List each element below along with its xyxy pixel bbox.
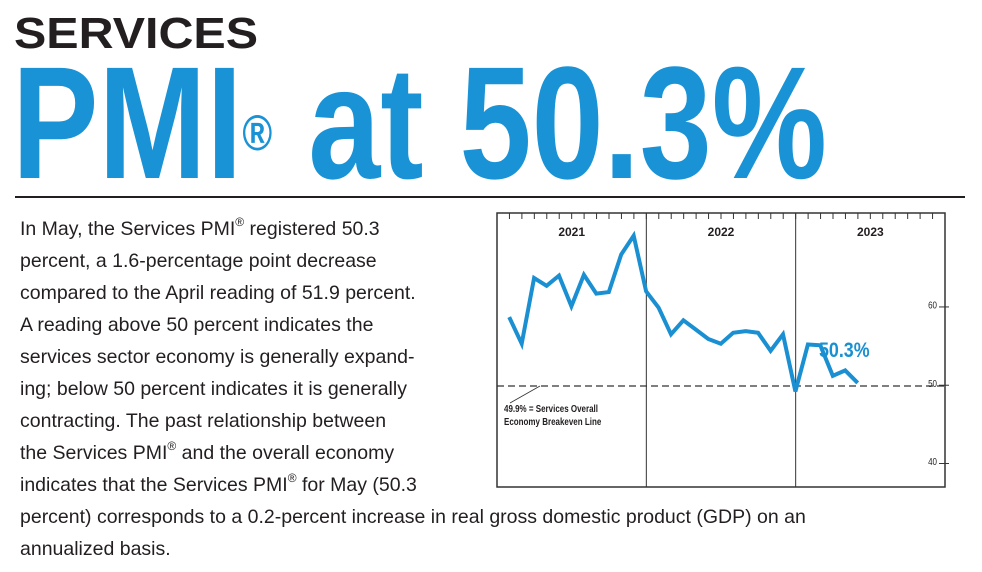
y-tick-label: 50 xyxy=(928,378,937,389)
year-label: 2022 xyxy=(708,225,735,239)
body-line: compared to the April reading of 51.9 pe… xyxy=(20,282,416,304)
body-line: percent, a 1.6-percentage point decrease xyxy=(20,250,377,272)
annotation-last: 50.3% xyxy=(819,339,870,363)
y-tick-label: 40 xyxy=(928,456,937,467)
body-line: A reading above 50 percent indicates the xyxy=(20,314,373,336)
chart-frame xyxy=(496,212,946,488)
body-line: ing; below 50 percent indicates it is ge… xyxy=(20,378,407,400)
body-line: the Services PMI® and the overall econom… xyxy=(20,439,394,464)
body-line: services sector economy is generally exp… xyxy=(20,346,415,368)
body-line: In May, the Services PMI® registered 50.… xyxy=(20,215,380,240)
annotation-leader xyxy=(509,385,541,404)
y-tick-label: 60 xyxy=(928,300,937,311)
year-label: 2023 xyxy=(857,225,884,239)
series-line xyxy=(507,230,860,393)
body-line: annualized basis. xyxy=(20,538,171,560)
annotation: Economy Breakeven Line xyxy=(504,416,601,427)
body-line: indicates that the Services PMI® for May… xyxy=(20,471,417,496)
title: PMI® at 50.3% xyxy=(12,33,827,212)
body-line: contracting. The past relationship betwe… xyxy=(20,410,386,432)
annotation: 49.9% = Services Overall xyxy=(504,403,598,414)
year-label: 2021 xyxy=(558,225,585,239)
kicker: SERVICES xyxy=(14,9,258,58)
body-line: percent) corresponds to a 0.2-percent in… xyxy=(20,506,806,528)
